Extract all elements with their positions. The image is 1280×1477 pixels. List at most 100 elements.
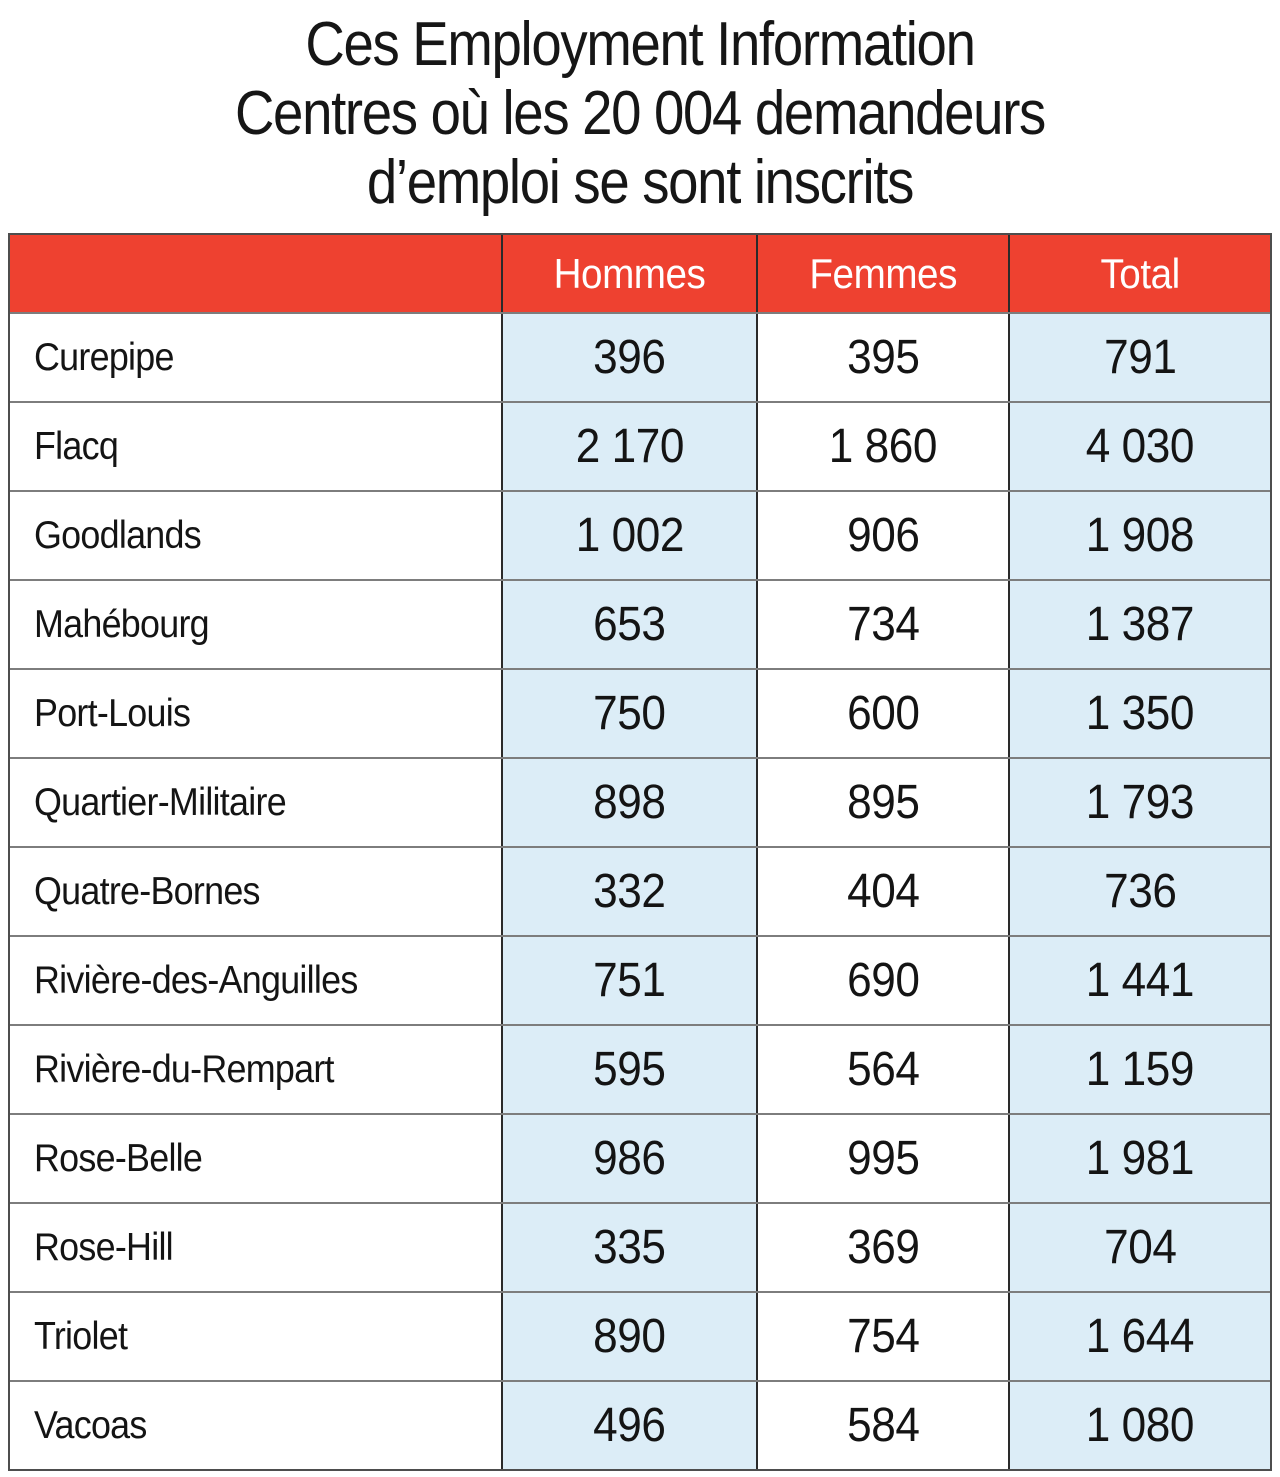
centre-name-cell-text: Flacq xyxy=(34,424,119,468)
centre-name-cell-text: Port-Louis xyxy=(34,691,191,735)
table-row: Vacoas 496 584 1 080 xyxy=(10,1380,1270,1469)
centre-name-cell-text: Quartier-Militaire xyxy=(34,780,287,824)
hommes-value-cell-text: 332 xyxy=(593,865,666,918)
hommes-value-cell: 332 xyxy=(501,848,756,935)
hommes-value-cell: 890 xyxy=(501,1293,756,1380)
hommes-value-cell: 986 xyxy=(501,1115,756,1202)
femmes-value-cell: 1 860 xyxy=(756,403,1008,490)
hommes-value-cell-text: 890 xyxy=(593,1310,666,1363)
total-value-cell-text: 1 441 xyxy=(1085,954,1195,1007)
table-body: Curepipe 396 395 791 Flacq 2 170 1 860 4 030 Goo… xyxy=(10,312,1270,1469)
hommes-value-cell: 496 xyxy=(501,1382,756,1469)
centre-name-cell-text: Quatre-Bornes xyxy=(34,869,260,913)
hommes-value-cell: 751 xyxy=(501,937,756,1024)
table-row: Quatre-Bornes 332 404 736 xyxy=(10,846,1270,935)
femmes-value-cell-text: 895 xyxy=(846,776,920,829)
centre-name-cell-text: Rose-Hill xyxy=(34,1225,174,1269)
centre-name-cell: Flacq xyxy=(10,403,501,490)
header-hommes-label: Hommes xyxy=(553,249,706,297)
femmes-value-cell: 690 xyxy=(756,937,1008,1024)
hommes-value-cell-text: 595 xyxy=(593,1043,666,1096)
centre-name-cell: Triolet xyxy=(10,1293,501,1380)
table-row: Rose-Belle 986 995 1 981 xyxy=(10,1113,1270,1202)
total-value-cell-text: 1 908 xyxy=(1085,509,1195,562)
total-value-cell: 1 644 xyxy=(1008,1293,1270,1380)
total-value-cell: 736 xyxy=(1008,848,1270,935)
total-value-cell: 1 793 xyxy=(1008,759,1270,846)
hommes-value-cell: 595 xyxy=(501,1026,756,1113)
total-value-cell: 1 981 xyxy=(1008,1115,1270,1202)
header-femmes-label: Femmes xyxy=(809,249,957,297)
centre-name-cell: Rose-Hill xyxy=(10,1204,501,1291)
centre-name-cell-text: Vacoas xyxy=(34,1403,147,1447)
header-total-label: Total xyxy=(1100,249,1180,297)
total-value-cell-text: 1 981 xyxy=(1085,1132,1195,1185)
femmes-value-cell-text: 584 xyxy=(846,1399,920,1452)
centre-name-cell-text: Rivière-des-Anguilles xyxy=(34,958,358,1002)
table-row: Curepipe 396 395 791 xyxy=(10,312,1270,401)
hommes-value-cell: 1 002 xyxy=(501,492,756,579)
femmes-value-cell: 754 xyxy=(756,1293,1008,1380)
employment-centres-table: Hommes Femmes Total Curepipe 396 395 791 Fla… xyxy=(8,233,1272,1471)
femmes-value-cell: 995 xyxy=(756,1115,1008,1202)
table-row: Mahébourg 653 734 1 387 xyxy=(10,579,1270,668)
total-value-cell-text: 1 350 xyxy=(1085,687,1195,740)
centre-name-cell: Mahébourg xyxy=(10,581,501,668)
centre-name-cell: Quartier-Militaire xyxy=(10,759,501,846)
hommes-value-cell: 898 xyxy=(501,759,756,846)
header-cell-femmes: Femmes xyxy=(756,235,1008,312)
centre-name-cell: Rivière-du-Rempart xyxy=(10,1026,501,1113)
hommes-value-cell: 396 xyxy=(501,314,756,401)
total-value-cell: 791 xyxy=(1008,314,1270,401)
total-value-cell-text: 1 159 xyxy=(1085,1043,1195,1096)
femmes-value-cell: 895 xyxy=(756,759,1008,846)
femmes-value-cell: 734 xyxy=(756,581,1008,668)
hommes-value-cell-text: 751 xyxy=(593,954,666,1007)
total-value-cell-text: 1 387 xyxy=(1085,598,1195,651)
page-title: Ces Employment Information Centres où le… xyxy=(0,0,1280,217)
centre-name-cell-text: Curepipe xyxy=(34,335,174,379)
title-line-3: d’emploi se sont inscrits xyxy=(366,148,914,217)
femmes-value-cell: 369 xyxy=(756,1204,1008,1291)
centre-name-cell: Port-Louis xyxy=(10,670,501,757)
femmes-value-cell: 906 xyxy=(756,492,1008,579)
centre-name-cell: Curepipe xyxy=(10,314,501,401)
femmes-value-cell-text: 754 xyxy=(846,1310,920,1363)
table-row: Rivière-des-Anguilles 751 690 1 441 xyxy=(10,935,1270,1024)
total-value-cell: 704 xyxy=(1008,1204,1270,1291)
table-row: Rivière-du-Rempart 595 564 1 159 xyxy=(10,1024,1270,1113)
hommes-value-cell: 653 xyxy=(501,581,756,668)
total-value-cell-text: 704 xyxy=(1103,1221,1177,1274)
hommes-value-cell-text: 335 xyxy=(593,1221,666,1274)
title-line-1: Ces Employment Information xyxy=(305,10,976,79)
femmes-value-cell-text: 1 860 xyxy=(828,420,938,473)
femmes-value-cell-text: 564 xyxy=(846,1043,920,1096)
femmes-value-cell-text: 690 xyxy=(846,954,920,1007)
hommes-value-cell-text: 653 xyxy=(593,598,666,651)
hommes-value-cell-text: 750 xyxy=(593,687,666,740)
total-value-cell: 1 441 xyxy=(1008,937,1270,1024)
total-value-cell: 1 908 xyxy=(1008,492,1270,579)
hommes-value-cell-text: 396 xyxy=(593,331,666,384)
centre-name-cell: Goodlands xyxy=(10,492,501,579)
table-row: Port-Louis 750 600 1 350 xyxy=(10,668,1270,757)
total-value-cell: 1 159 xyxy=(1008,1026,1270,1113)
centre-name-cell-text: Rose-Belle xyxy=(34,1136,203,1180)
table-row: Triolet 890 754 1 644 xyxy=(10,1291,1270,1380)
femmes-value-cell: 395 xyxy=(756,314,1008,401)
hommes-value-cell-text: 986 xyxy=(593,1132,666,1185)
table-header-row: Hommes Femmes Total xyxy=(10,235,1270,312)
total-value-cell-text: 1 080 xyxy=(1085,1399,1195,1452)
total-value-cell-text: 736 xyxy=(1103,865,1177,918)
centre-name-cell: Rivière-des-Anguilles xyxy=(10,937,501,1024)
total-value-cell-text: 4 030 xyxy=(1085,420,1195,473)
centre-name-cell: Vacoas xyxy=(10,1382,501,1469)
centre-name-cell-text: Rivière-du-Rempart xyxy=(34,1047,335,1091)
total-value-cell-text: 1 793 xyxy=(1085,776,1195,829)
centre-name-cell: Quatre-Bornes xyxy=(10,848,501,935)
header-cell-total: Total xyxy=(1008,235,1270,312)
femmes-value-cell-text: 906 xyxy=(846,509,920,562)
femmes-value-cell-text: 369 xyxy=(846,1221,920,1274)
title-line-2: Centres où les 20 004 demandeurs xyxy=(234,79,1046,148)
